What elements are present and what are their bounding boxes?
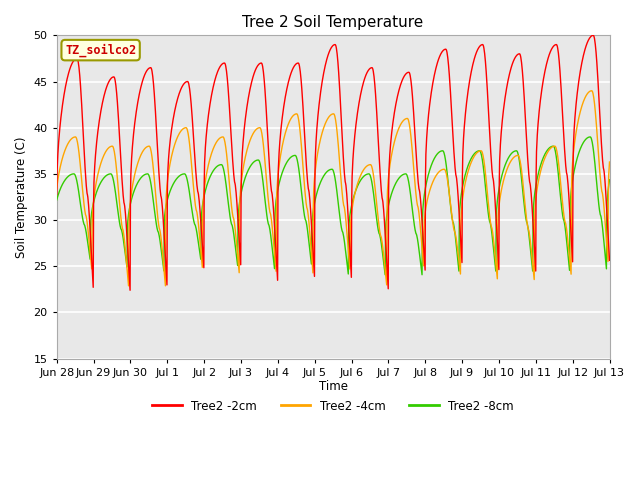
Tree2 -8cm [586, 134, 594, 140]
Tree2 -8cm [605, 177, 613, 182]
Tree2 -4cm [53, 185, 61, 191]
Tree2 -2cm [238, 158, 246, 164]
Legend: Tree2 -2cm, Tree2 -4cm, Tree2 -8cm: Tree2 -2cm, Tree2 -4cm, Tree2 -8cm [148, 395, 518, 417]
X-axis label: Time: Time [319, 380, 348, 394]
Tree2 -4cm [419, 259, 427, 264]
Y-axis label: Soil Temperature (C): Soil Temperature (C) [15, 136, 28, 258]
Title: Tree 2 Soil Temperature: Tree 2 Soil Temperature [243, 15, 424, 30]
Tree2 -4cm [605, 159, 613, 165]
Tree2 -4cm [163, 188, 170, 193]
Tree2 -2cm [492, 204, 499, 209]
Tree2 -2cm [126, 288, 134, 293]
Tree2 -8cm [163, 202, 170, 208]
Tree2 -4cm [540, 157, 548, 163]
Tree2 -2cm [589, 33, 597, 38]
Tree2 -2cm [176, 88, 184, 94]
Line: Tree2 -2cm: Tree2 -2cm [57, 36, 609, 290]
Tree2 -4cm [125, 283, 132, 288]
Text: TZ_soilco2: TZ_soilco2 [65, 43, 136, 57]
Tree2 -2cm [163, 276, 170, 281]
Line: Tree2 -8cm: Tree2 -8cm [57, 137, 609, 275]
Tree2 -2cm [53, 192, 61, 198]
Tree2 -8cm [492, 264, 499, 270]
Tree2 -4cm [492, 256, 499, 262]
Tree2 -8cm [540, 153, 548, 158]
Tree2 -4cm [176, 130, 184, 135]
Tree2 -2cm [605, 257, 613, 263]
Tree2 -8cm [381, 272, 389, 277]
Tree2 -4cm [238, 174, 246, 180]
Tree2 -2cm [540, 72, 548, 78]
Line: Tree2 -4cm: Tree2 -4cm [57, 91, 609, 286]
Tree2 -8cm [176, 173, 184, 179]
Tree2 -8cm [53, 197, 61, 203]
Tree2 -4cm [588, 88, 596, 94]
Tree2 -8cm [419, 202, 427, 208]
Tree2 -2cm [419, 236, 427, 242]
Tree2 -8cm [237, 189, 245, 194]
